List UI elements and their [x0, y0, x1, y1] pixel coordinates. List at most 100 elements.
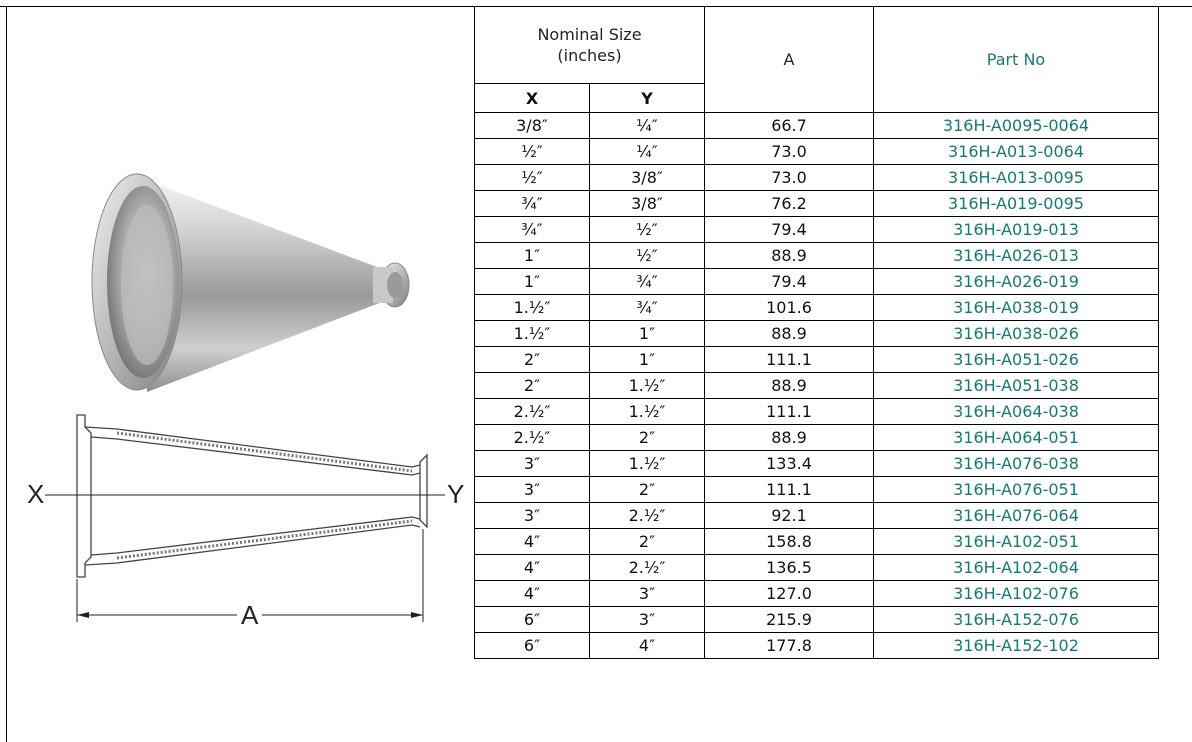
size-y-cell: 2″	[589, 424, 705, 451]
size-x-cell: 2″	[474, 346, 590, 373]
a-dimension-cell: 88.9	[704, 424, 874, 451]
left-border	[6, 6, 7, 742]
part-no-cell: 316H-A013-0064	[873, 138, 1159, 165]
size-y-cell: ¼″	[589, 112, 705, 139]
size-x-cell: ½″	[474, 164, 590, 191]
table-row: 4″ 2″ 158.8 316H-A102-051	[474, 528, 1159, 555]
size-y-cell: 2″	[589, 476, 705, 503]
size-y-cell: 1.½″	[589, 450, 705, 477]
size-y-cell: 1.½″	[589, 398, 705, 425]
part-no-cell: 316H-A076-064	[873, 502, 1159, 529]
spec-rows: 3/8″ ¼″ 66.7 316H-A0095-0064 ½″ ¼″ 73.0 316H-A0…	[474, 112, 1159, 659]
size-x-cell: 1.½″	[474, 294, 590, 321]
a-dimension-cell: 111.1	[704, 346, 874, 373]
table-row: 3/8″ ¼″ 66.7 316H-A0095-0064	[474, 112, 1159, 139]
part-no-cell: 316H-A076-038	[873, 450, 1159, 477]
size-x-cell: 3/8″	[474, 112, 590, 139]
x-header: X	[474, 83, 590, 113]
size-y-cell: 2.½″	[589, 502, 705, 529]
table-row: ¾″ 3/8″ 76.2 316H-A019-0095	[474, 190, 1159, 217]
y-label: Y	[447, 479, 464, 509]
reducer-drawing: X Y A	[27, 414, 464, 630]
size-x-cell: 2″	[474, 372, 590, 399]
part-no-header: Part No	[873, 6, 1159, 113]
part-no-cell: 316H-A038-019	[873, 294, 1159, 321]
size-x-cell: 1.½″	[474, 320, 590, 347]
table-row: 2″ 1.½″ 88.9 316H-A051-038	[474, 372, 1159, 399]
part-no-cell: 316H-A152-102	[873, 632, 1159, 659]
size-y-cell: 1″	[589, 346, 705, 373]
size-y-cell: 1″	[589, 320, 705, 347]
table-row: 2.½″ 2″ 88.9 316H-A064-051	[474, 424, 1159, 451]
size-x-cell: 6″	[474, 632, 590, 659]
a-dimension-cell: 111.1	[704, 476, 874, 503]
table-row: 4″ 2.½″ 136.5 316H-A102-064	[474, 554, 1159, 581]
a-dimension-cell: 101.6	[704, 294, 874, 321]
size-x-cell: 3″	[474, 450, 590, 477]
part-no-cell: 316H-A038-026	[873, 320, 1159, 347]
size-x-cell: 4″	[474, 528, 590, 555]
a-dimension-cell: 73.0	[704, 164, 874, 191]
size-x-cell: 2.½″	[474, 398, 590, 425]
part-no-cell: 316H-A026-019	[873, 268, 1159, 295]
table-row: 2″ 1″ 111.1 316H-A051-026	[474, 346, 1159, 373]
nominal-size-header: Nominal Size (inches)	[474, 6, 705, 84]
size-y-cell: 2″	[589, 528, 705, 555]
size-x-cell: 3″	[474, 476, 590, 503]
size-y-cell: 3/8″	[589, 190, 705, 217]
a-dimension-cell: 177.8	[704, 632, 874, 659]
a-dimension-cell: 215.9	[704, 606, 874, 633]
a-dimension-cell: 66.7	[704, 112, 874, 139]
size-y-cell: 1.½″	[589, 372, 705, 399]
size-x-cell: 1″	[474, 242, 590, 269]
table-row: 3″ 1.½″ 133.4 316H-A076-038	[474, 450, 1159, 477]
table-row: 1″ ½″ 88.9 316H-A026-013	[474, 242, 1159, 269]
table-row: 4″ 3″ 127.0 316H-A102-076	[474, 580, 1159, 607]
size-x-cell: 1″	[474, 268, 590, 295]
part-no-cell: 316H-A102-076	[873, 580, 1159, 607]
x-label: X	[27, 479, 44, 509]
size-y-cell: ¾″	[589, 268, 705, 295]
size-y-cell: ½″	[589, 216, 705, 243]
part-no-cell: 316H-A102-064	[873, 554, 1159, 581]
part-no-cell: 316H-A051-038	[873, 372, 1159, 399]
size-y-cell: ½″	[589, 242, 705, 269]
size-y-cell: 3″	[589, 580, 705, 607]
size-x-cell: 4″	[474, 580, 590, 607]
part-no-cell: 316H-A152-076	[873, 606, 1159, 633]
part-no-cell: 316H-A064-038	[873, 398, 1159, 425]
table-row: 1″ ¾″ 79.4 316H-A026-019	[474, 268, 1159, 295]
table-row: 3″ 2″ 111.1 316H-A076-051	[474, 476, 1159, 503]
a-dimension-cell: 111.1	[704, 398, 874, 425]
part-no-cell: 316H-A019-0095	[873, 190, 1159, 217]
spec-table: Nominal Size (inches) A Part No X Y 3/8″…	[474, 6, 1159, 659]
a-dimension-cell: 73.0	[704, 138, 874, 165]
size-x-cell: ½″	[474, 138, 590, 165]
size-y-cell: 2.½″	[589, 554, 705, 581]
size-y-cell: ¼″	[589, 138, 705, 165]
a-dimension-cell: 88.9	[704, 320, 874, 347]
table-row: 1.½″ ¾″ 101.6 316H-A038-019	[474, 294, 1159, 321]
size-y-cell: 3″	[589, 606, 705, 633]
part-no-cell: 316H-A051-026	[873, 346, 1159, 373]
a-dimension-label: A	[241, 600, 259, 630]
part-no-cell: 316H-A013-0095	[873, 164, 1159, 191]
size-x-cell: 2.½″	[474, 424, 590, 451]
table-row: ¾″ ½″ 79.4 316H-A019-013	[474, 216, 1159, 243]
part-no-cell: 316H-A064-051	[873, 424, 1159, 451]
a-dimension-cell: 136.5	[704, 554, 874, 581]
y-header: Y	[589, 83, 705, 113]
a-header: A	[704, 6, 874, 113]
table-row: 3″ 2.½″ 92.1 316H-A076-064	[474, 502, 1159, 529]
a-dimension-cell: 88.9	[704, 242, 874, 269]
table-row: 1.½″ 1″ 88.9 316H-A038-026	[474, 320, 1159, 347]
size-y-cell: 3/8″	[589, 164, 705, 191]
size-x-cell: 4″	[474, 554, 590, 581]
size-x-cell: 6″	[474, 606, 590, 633]
a-dimension-cell: 88.9	[704, 372, 874, 399]
table-row: 6″ 3″ 215.9 316H-A152-076	[474, 606, 1159, 633]
a-dimension-cell: 127.0	[704, 580, 874, 607]
a-dimension-cell: 158.8	[704, 528, 874, 555]
size-x-cell: ¾″	[474, 216, 590, 243]
